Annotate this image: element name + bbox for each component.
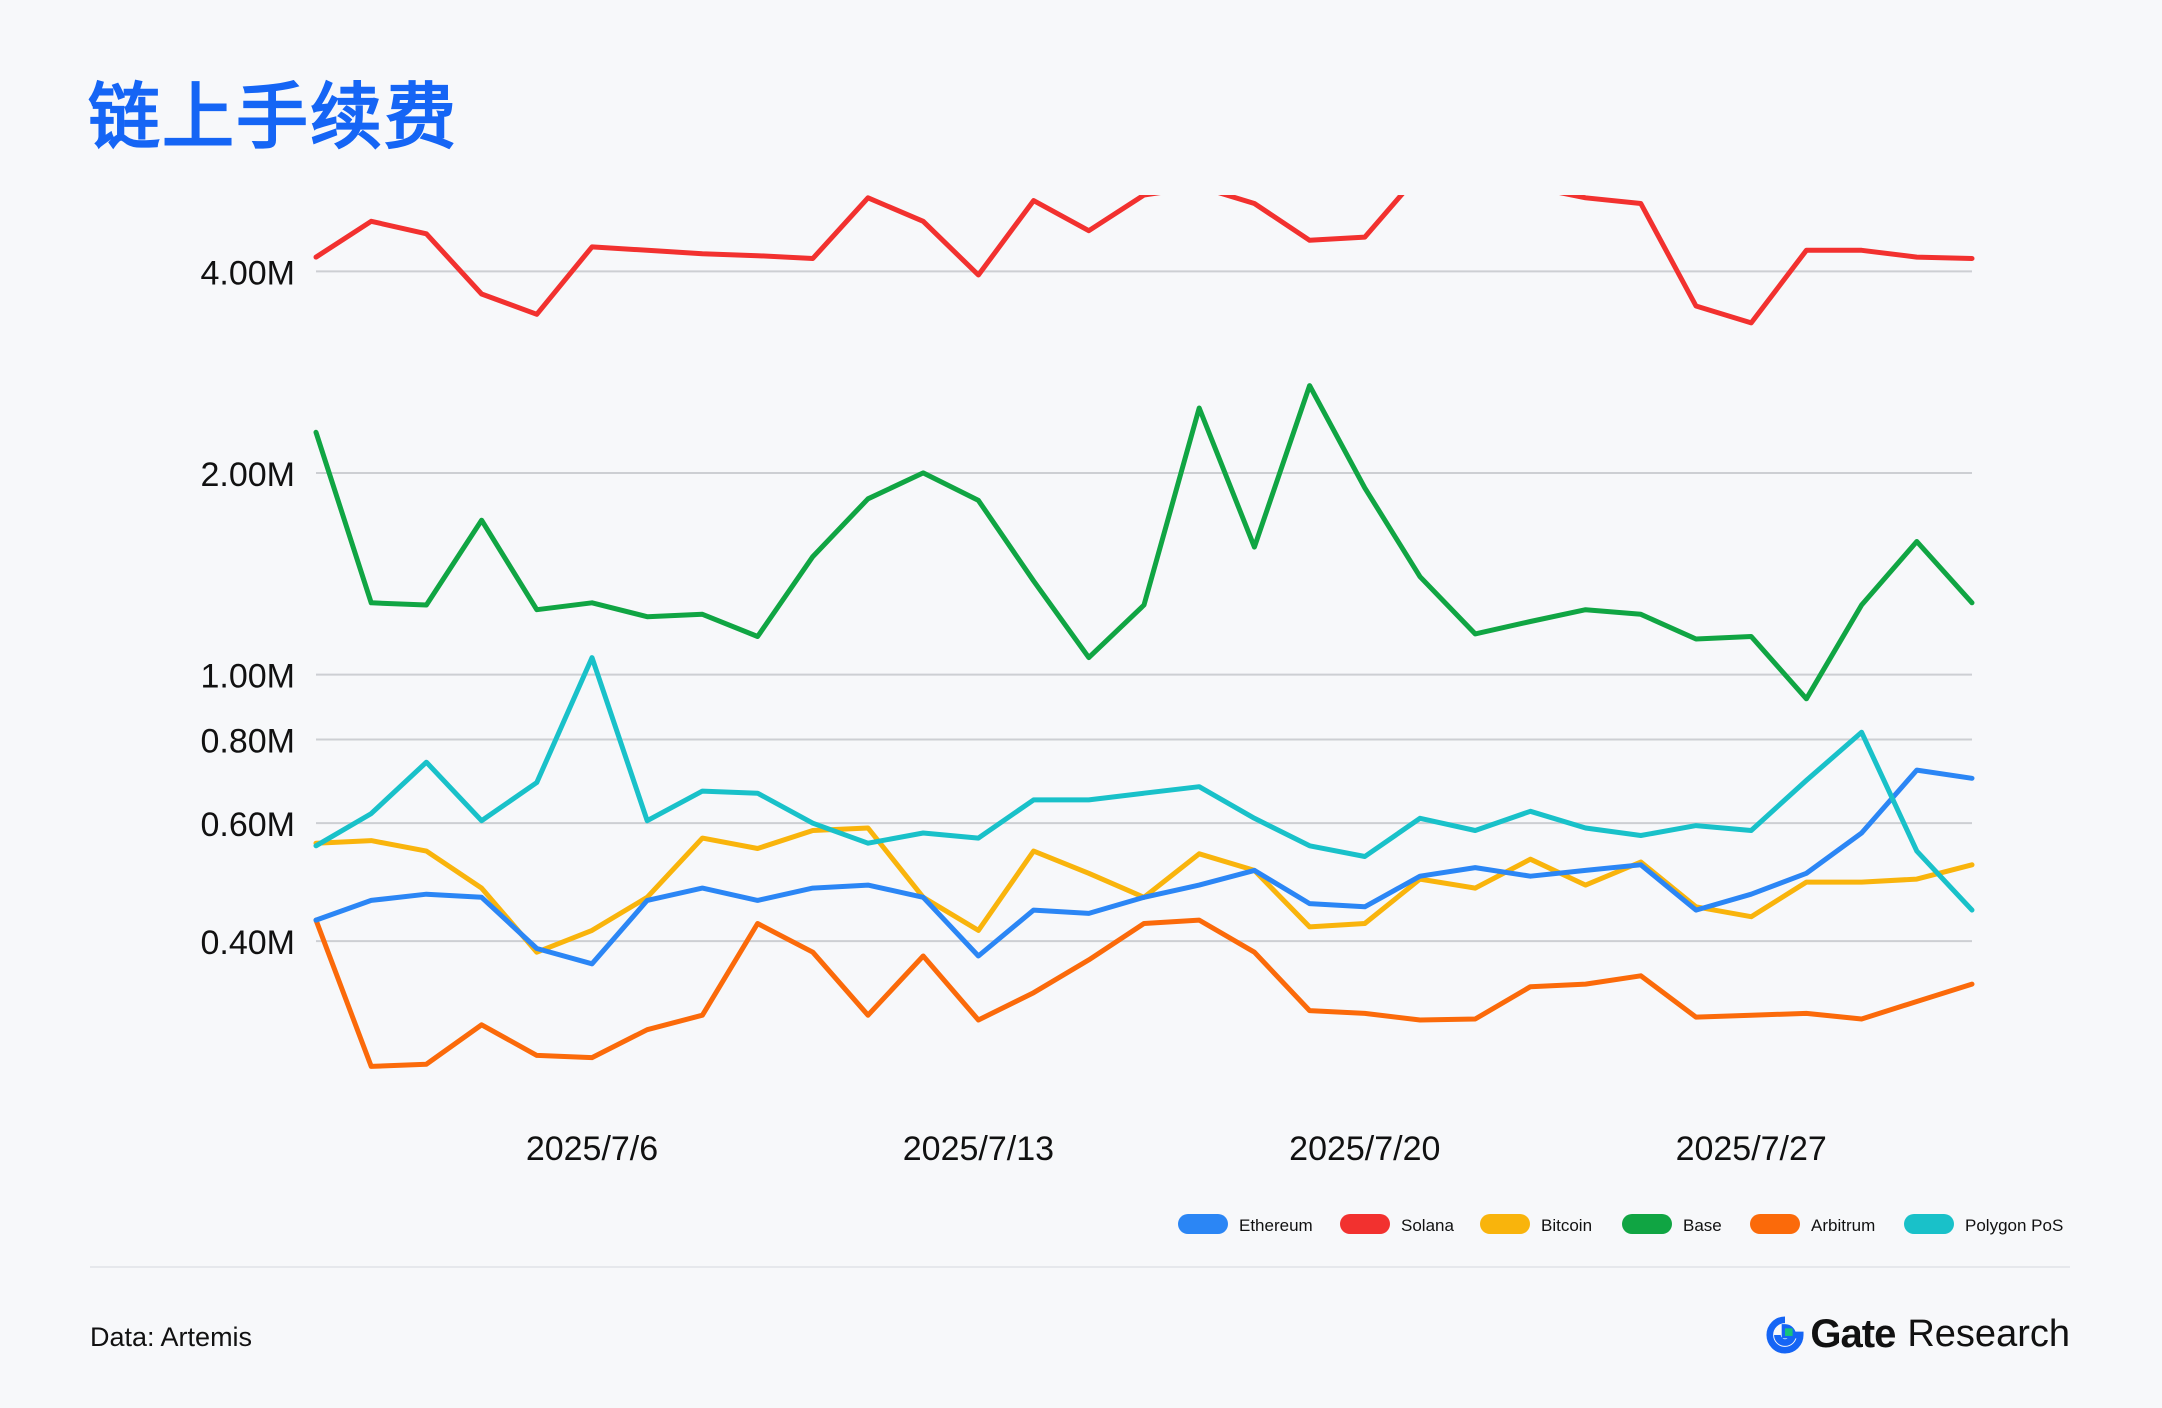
x-axis-tick-labels: 2025/7/6 2025/7/13 2025/7/20 2025/7/27 [526,1130,1827,1168]
page-title: 链上手续费 [88,75,459,159]
gate-logo-icon [1766,1315,1804,1353]
legend-label: Solana [1401,1216,1454,1235]
legend-label: Polygon PoS [1965,1216,2063,1235]
y-tick-label: 0.80M [201,722,296,760]
legend-label: Bitcoin [1541,1216,1592,1235]
legend-label: Ethereum [1239,1216,1313,1235]
series-line-ethereum [313,767,1975,967]
legend-item-bitcoin: Bitcoin [1480,1214,1592,1235]
data-source-note: Data: Artemis [90,1322,253,1352]
brand-name: Gate [1810,1312,1896,1356]
series-line-polygon-pos [313,655,1975,913]
series-line-solana [313,195,1975,326]
series-line-bitcoin [313,825,1975,955]
y-tick-label: 1.00M [201,658,296,696]
legend-label: Arbitrum [1811,1216,1875,1235]
y-gridlines [316,270,1972,943]
series-line-base [313,383,1975,702]
legend-item-base: Base [1622,1214,1722,1235]
legend-swatch [1480,1214,1530,1234]
y-tick-label: 2.00M [201,456,296,494]
x-tick-label: 2025/7/13 [903,1130,1054,1168]
footer-divider [90,1266,2070,1268]
legend: Ethereum Solana Bitcoin Base Arbitrum Polygon… [1178,1214,2063,1235]
legend-swatch [1750,1214,1800,1234]
legend-item-arbitrum: Arbitrum [1750,1214,1875,1235]
legend-item-solana: Solana [1340,1214,1454,1235]
brand-suffix: Research [1907,1313,2070,1355]
x-tick-label: 2025/7/20 [1289,1130,1440,1168]
legend-swatch [1904,1214,1954,1234]
legend-swatch [1622,1214,1672,1234]
x-tick-label: 2025/7/6 [526,1130,658,1168]
y-tick-label: 0.60M [201,806,296,844]
legend-swatch [1340,1214,1390,1234]
series-line-arbitrum [313,917,1975,1069]
series-lines [313,195,1975,1069]
legend-label: Base [1683,1216,1722,1235]
legend-swatch [1178,1214,1228,1234]
x-tick-label: 2025/7/27 [1676,1130,1827,1168]
y-tick-label: 4.00M [201,254,296,292]
y-axis-tick-labels: 0.40M 0.60M 0.80M 1.00M 2.00M 4.00M [201,254,296,962]
legend-item-ethereum: Ethereum [1178,1214,1313,1235]
legend-item-polygon-pos: Polygon PoS [1904,1214,2063,1235]
gate-research-brand: Gate Research [1766,1312,2070,1357]
y-tick-label: 0.40M [201,924,296,962]
